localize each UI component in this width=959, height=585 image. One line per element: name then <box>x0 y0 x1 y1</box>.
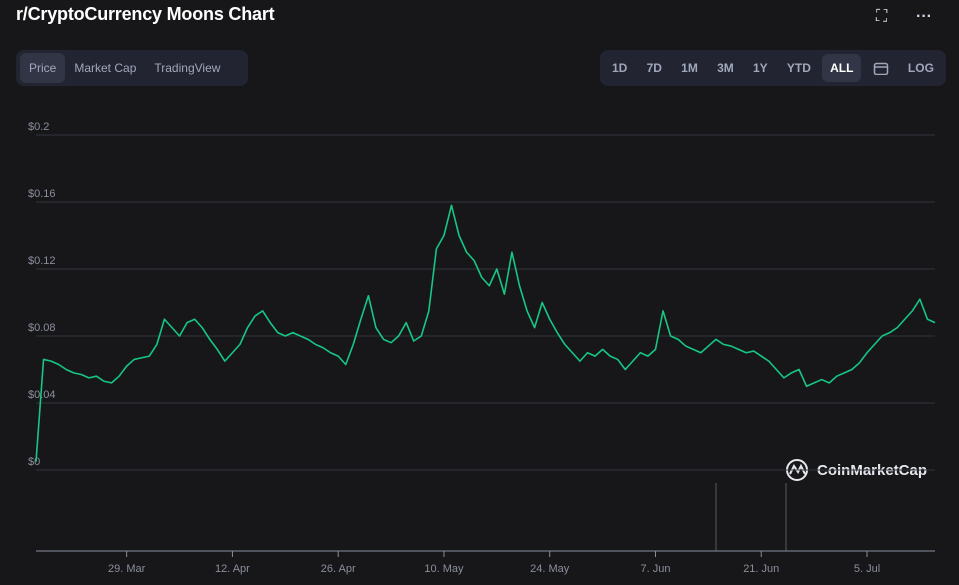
x-tick-label: 10. May <box>424 563 464 575</box>
y-tick-label: $0.16 <box>28 188 56 200</box>
more-icon[interactable]: ··· <box>916 8 932 25</box>
tab[interactable]: TradingView <box>154 61 221 75</box>
range-button[interactable]: 7D <box>646 61 662 75</box>
range-button[interactable]: 1D <box>612 61 628 75</box>
calendar-icon <box>873 63 888 76</box>
x-tick-label: 24. May <box>530 563 570 575</box>
y-tick-label: $0.12 <box>28 255 56 267</box>
y-tick-label: $0 <box>28 456 40 468</box>
x-tick-label: 5. Jul <box>854 563 880 575</box>
fullscreen-icon[interactable]: ⛶ <box>876 8 888 25</box>
range-button[interactable]: YTD <box>786 61 811 75</box>
x-tick-label: 7. Jun <box>640 563 670 575</box>
tab[interactable]: Market Cap <box>74 61 137 75</box>
watermark-logo-mark <box>789 463 806 475</box>
calendar-button[interactable] <box>865 54 897 83</box>
range-group: 1D 7D 1M 3M 1Y YTD ALL LOG <box>600 50 946 86</box>
range-button[interactable]: 1Y <box>752 61 768 75</box>
tab[interactable]: Price <box>20 53 66 83</box>
x-tick-label: 26. Apr <box>321 563 356 575</box>
x-tick-label: 12. Apr <box>215 563 250 575</box>
y-tick-label: $0.08 <box>28 322 56 334</box>
range-button[interactable]: 3M <box>717 61 734 75</box>
x-tick-label: 21. Jun <box>743 563 779 575</box>
range-button[interactable]: 1M <box>681 61 698 75</box>
price-line <box>35 204 936 462</box>
y-tick-label: $0.04 <box>28 389 56 401</box>
y-tick-label: $0.2 <box>28 121 49 133</box>
range-button[interactable]: ALL <box>822 54 862 82</box>
x-tick-label: 29. Mar <box>108 563 146 575</box>
log-button[interactable]: LOG <box>907 61 934 75</box>
tab-group: Price Market Cap TradingView <box>16 50 248 86</box>
chart-title: r/CryptoCurrency Moons Chart <box>16 4 275 24</box>
